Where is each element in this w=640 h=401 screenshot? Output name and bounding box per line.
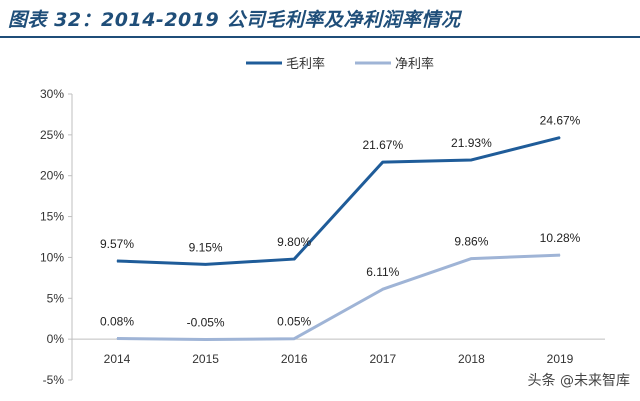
legend: 毛利率 净利率 — [246, 56, 434, 72]
data-label: 24.67% — [540, 114, 581, 128]
series-line — [116, 136, 561, 266]
watermark: 头条 @未来智库 — [523, 369, 634, 391]
data-label: 9.86% — [454, 235, 488, 249]
y-tick-label: 30% — [40, 87, 64, 101]
data-point — [205, 263, 207, 265]
y-tick-label: 20% — [40, 169, 64, 183]
data-point — [559, 254, 561, 256]
x-tick-label: 2017 — [369, 352, 396, 366]
data-point — [382, 288, 384, 290]
x-tick-label: 2019 — [547, 352, 574, 366]
data-label: 9.15% — [189, 240, 223, 254]
y-tick-label: 15% — [40, 210, 64, 224]
data-label: 10.28% — [540, 231, 581, 245]
y-tick-label: 25% — [40, 128, 64, 142]
data-labels: 9.57% 9.15% 9.80% 21.67% 21.93% 24.67% 0.08% -0… — [100, 114, 581, 330]
data-point — [382, 161, 384, 163]
data-label: 21.93% — [451, 136, 492, 150]
series-layer — [116, 136, 561, 342]
data-label: 0.05% — [277, 315, 311, 329]
data-label: -0.05% — [187, 316, 225, 330]
data-point — [116, 337, 118, 339]
data-label: 9.80% — [277, 235, 311, 249]
data-label: 9.57% — [100, 237, 134, 251]
data-label: 0.08% — [100, 314, 134, 328]
series-line — [116, 253, 561, 342]
x-tick-label: 2016 — [281, 352, 308, 366]
x-tick-label: 2014 — [104, 352, 131, 366]
x-tick-label: 2015 — [192, 352, 219, 366]
data-point — [559, 137, 561, 139]
data-label: 6.11% — [366, 265, 399, 279]
y-tick-label: -5% — [43, 373, 65, 387]
chart-title: 图表 32：2014-2019 公司毛利率及净利润率情况 — [8, 9, 461, 31]
data-point — [293, 338, 295, 340]
data-point — [205, 339, 207, 341]
data-label: 21.67% — [362, 138, 403, 152]
data-point — [116, 260, 118, 262]
y-tick-label: 0% — [47, 332, 65, 346]
y-tick-label: 10% — [40, 250, 64, 264]
x-tick-label: 2018 — [458, 352, 485, 366]
data-point — [470, 258, 472, 260]
legend-label: 毛利率 — [286, 56, 325, 72]
title-bar: 图表 32：2014-2019 公司毛利率及净利润率情况 — [0, 0, 640, 38]
data-point — [470, 159, 472, 161]
y-tick-label: 5% — [47, 291, 65, 305]
data-point — [293, 258, 295, 260]
legend-label: 净利率 — [395, 56, 434, 72]
